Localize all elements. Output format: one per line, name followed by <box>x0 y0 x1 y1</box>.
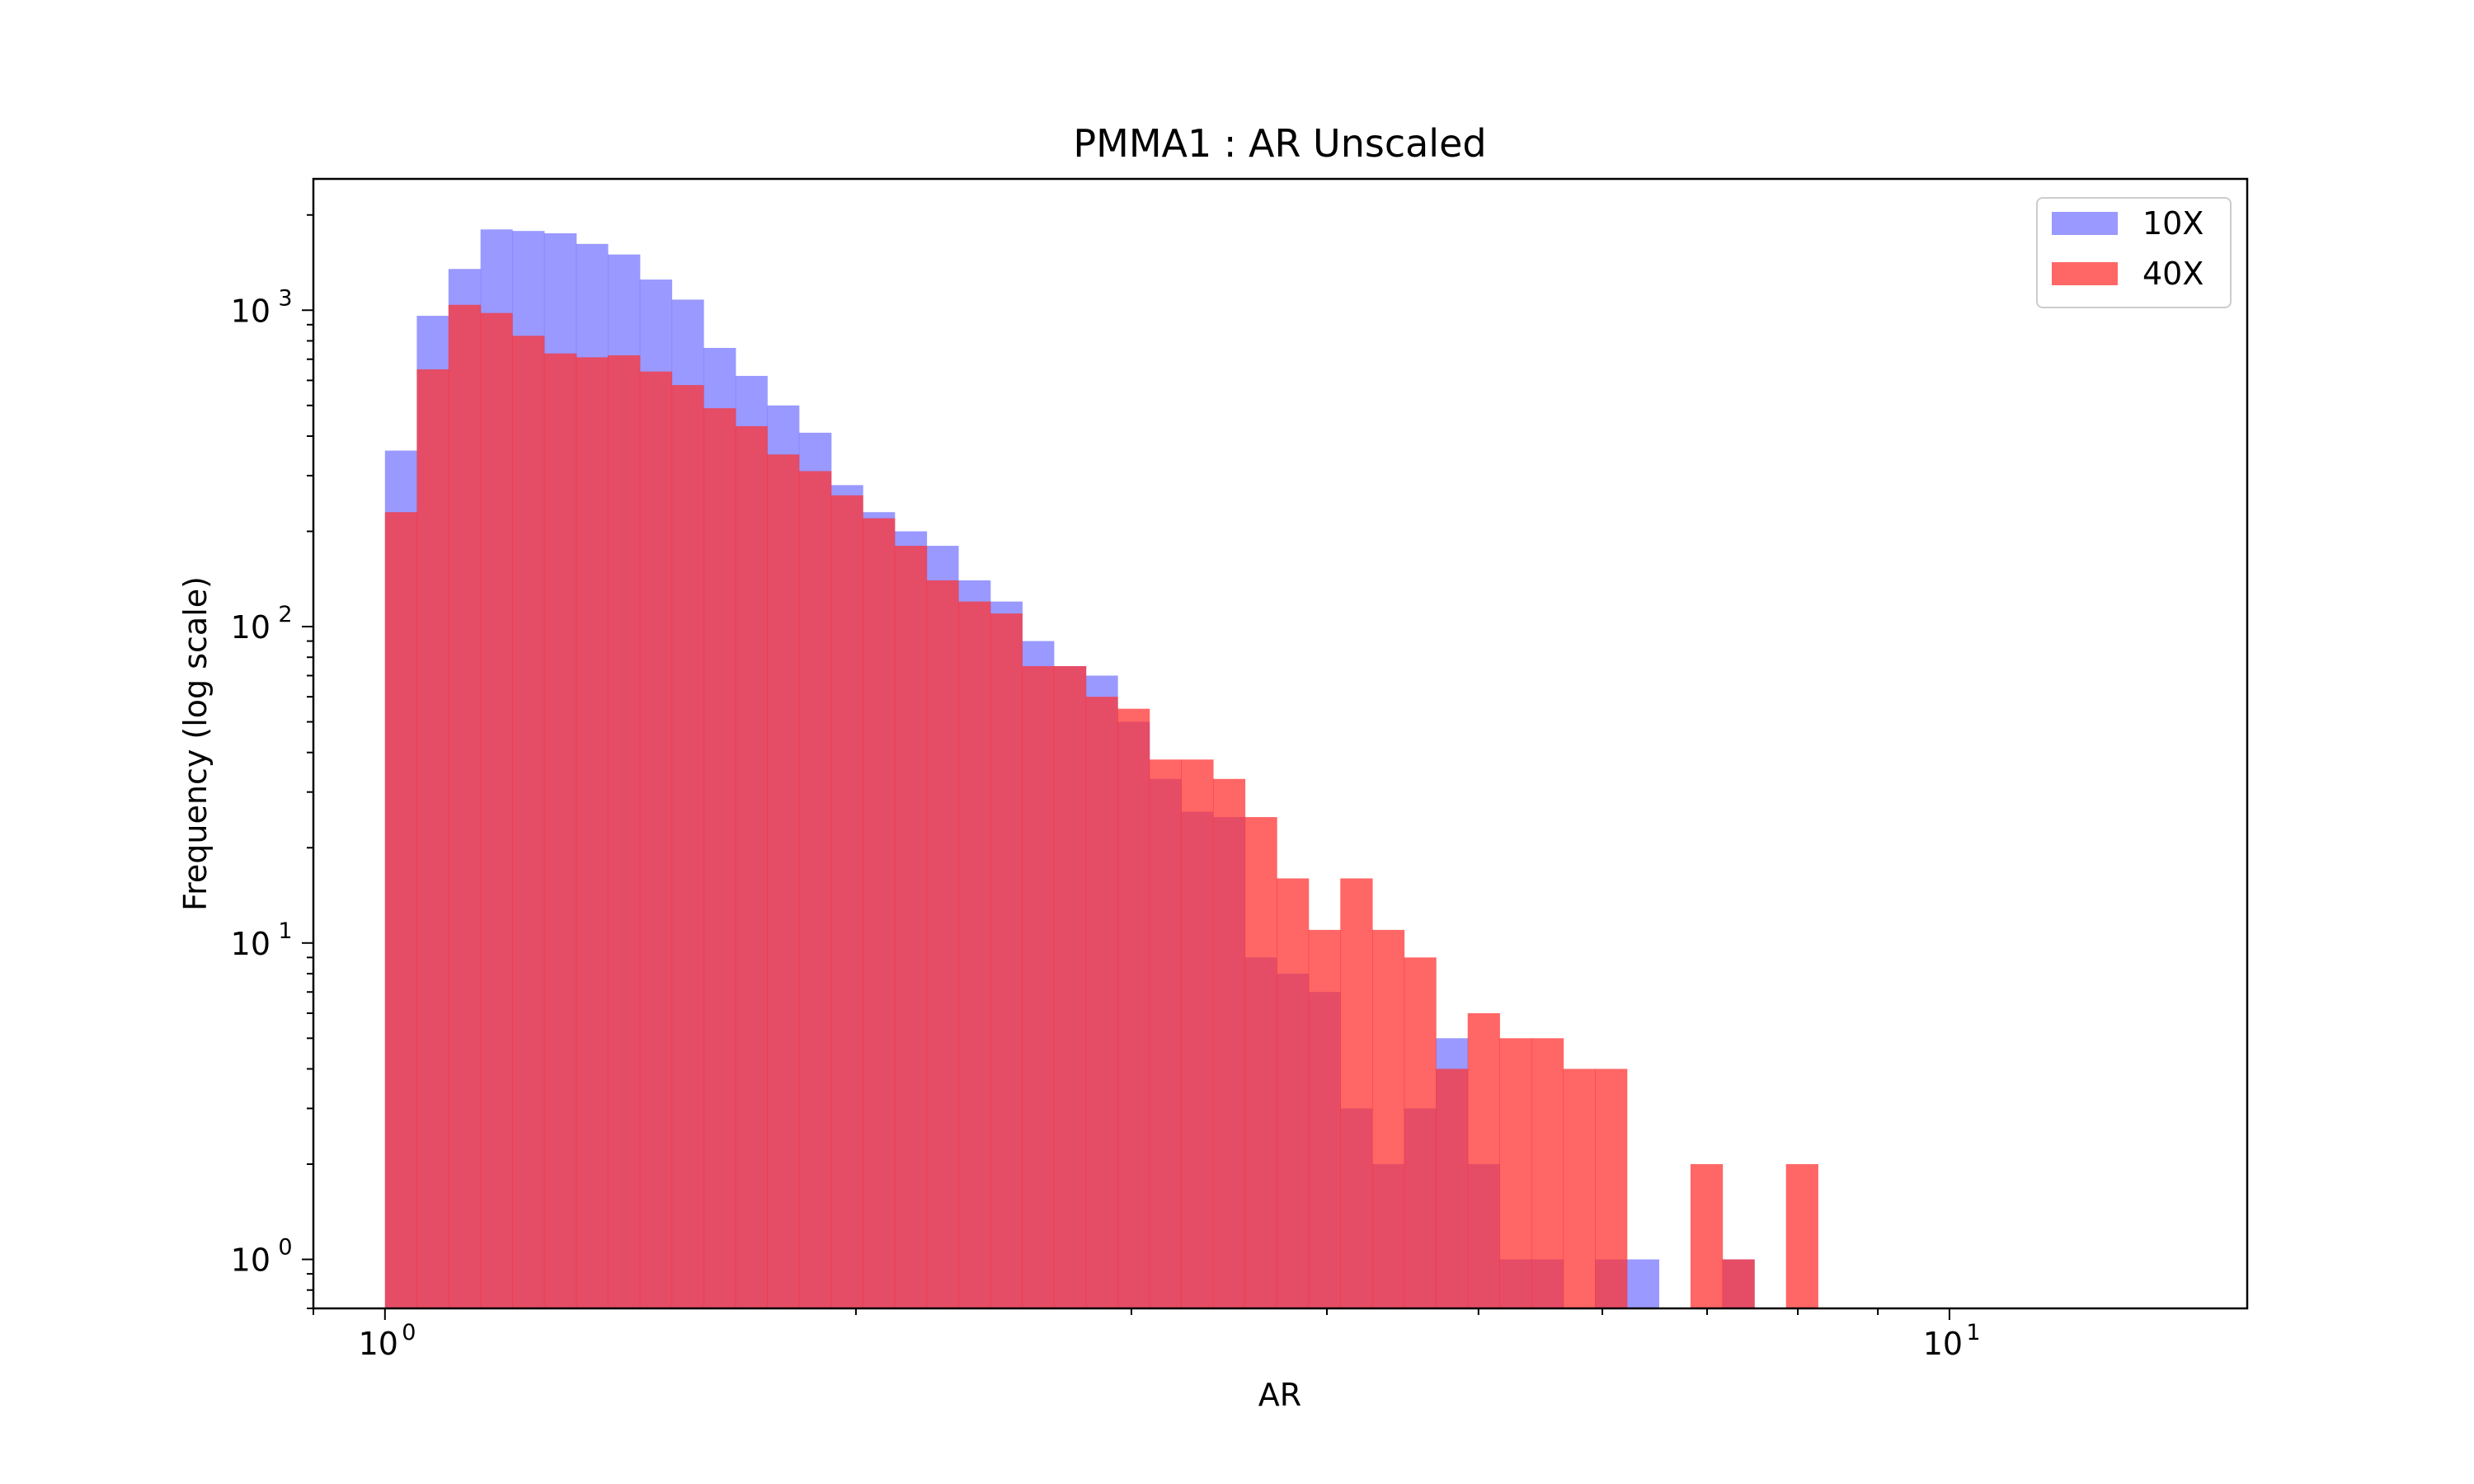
legend-label-40x: 40X <box>2142 256 2204 292</box>
bar-40x-34 <box>1467 1012 1500 1308</box>
y-axis-label: Frequency (log scale) <box>177 576 214 911</box>
bar-40x-13 <box>798 471 832 1308</box>
bar-40x-14 <box>830 495 863 1308</box>
legend: 10X 40X <box>2036 197 2232 308</box>
y-tick-exponent: 3 <box>278 285 292 311</box>
legend-swatch-10x <box>2052 212 2118 235</box>
bars-layer <box>384 229 1818 1309</box>
chart-title: PMMA1 : AR Unscaled <box>1073 121 1486 166</box>
bar-40x-12 <box>767 454 800 1308</box>
bar-40x-33 <box>1436 1068 1469 1308</box>
bar-40x-16 <box>894 546 928 1308</box>
bar-40x-25 <box>1181 759 1214 1308</box>
x-tick-label: 10 <box>1923 1326 1963 1362</box>
y-tick-exponent: 2 <box>278 602 292 627</box>
bar-40x-11 <box>735 425 768 1309</box>
bar-40x-21 <box>1053 665 1087 1308</box>
x-tick-exponent: 1 <box>1966 1320 1980 1345</box>
plot-frame <box>312 177 2249 1310</box>
bar-40x-30 <box>1340 878 1373 1308</box>
x-axis-ticks: 10 0 10 1 <box>313 1308 1981 1362</box>
y-tick-exponent: 0 <box>278 1235 292 1261</box>
bar-40x-41 <box>1690 1164 1724 1308</box>
bar-40x-18 <box>957 601 991 1308</box>
bar-40x-27 <box>1244 817 1277 1308</box>
x-tick-exponent: 0 <box>402 1320 416 1345</box>
bar-40x-10 <box>703 408 736 1308</box>
series-40x <box>384 304 1818 1309</box>
bar-40x-24 <box>1149 759 1182 1308</box>
x-tick-label: 10 <box>359 1326 398 1362</box>
bar-40x-29 <box>1308 929 1341 1308</box>
bar-40x-20 <box>1022 665 1055 1308</box>
bar-40x-4 <box>512 336 545 1308</box>
bar-40x-19 <box>990 613 1023 1308</box>
y-tick-label: 10 <box>231 293 270 329</box>
bar-40x-32 <box>1404 957 1437 1308</box>
bar-40x-15 <box>863 518 896 1308</box>
bar-40x-2 <box>448 304 482 1309</box>
bar-40x-6 <box>576 357 609 1309</box>
x-axis-label: AR <box>1258 1377 1301 1413</box>
bar-40x-1 <box>416 369 449 1308</box>
y-tick-label: 10 <box>231 926 270 962</box>
y-tick-label: 10 <box>231 1242 270 1279</box>
bar-40x-36 <box>1531 1038 1564 1308</box>
y-tick-exponent: 1 <box>278 918 292 944</box>
bar-40x-5 <box>543 353 577 1309</box>
bar-40x-38 <box>1595 1068 1628 1308</box>
bar-40x-31 <box>1371 929 1405 1308</box>
bar-40x-9 <box>671 385 704 1308</box>
bar-10x-39 <box>1626 1259 1659 1308</box>
legend-label-10x: 10X <box>2142 205 2204 242</box>
bar-40x-7 <box>607 355 641 1308</box>
bar-40x-17 <box>926 580 959 1308</box>
bar-40x-44 <box>1785 1164 1818 1308</box>
y-tick-label: 10 <box>231 609 270 646</box>
bar-40x-28 <box>1277 878 1310 1308</box>
bar-40x-42 <box>1722 1259 1755 1308</box>
y-axis-ticks: 10 0 10 1 10 2 10 3 <box>231 214 313 1309</box>
bar-40x-3 <box>480 312 513 1308</box>
bar-40x-22 <box>1085 697 1118 1308</box>
bar-40x-8 <box>639 371 673 1308</box>
bar-40x-26 <box>1212 778 1246 1308</box>
bar-40x-35 <box>1499 1038 1532 1308</box>
bar-40x-37 <box>1563 1068 1596 1308</box>
bar-40x-23 <box>1117 708 1150 1308</box>
legend-swatch-40x <box>2052 262 2118 285</box>
bar-40x-0 <box>384 512 418 1308</box>
